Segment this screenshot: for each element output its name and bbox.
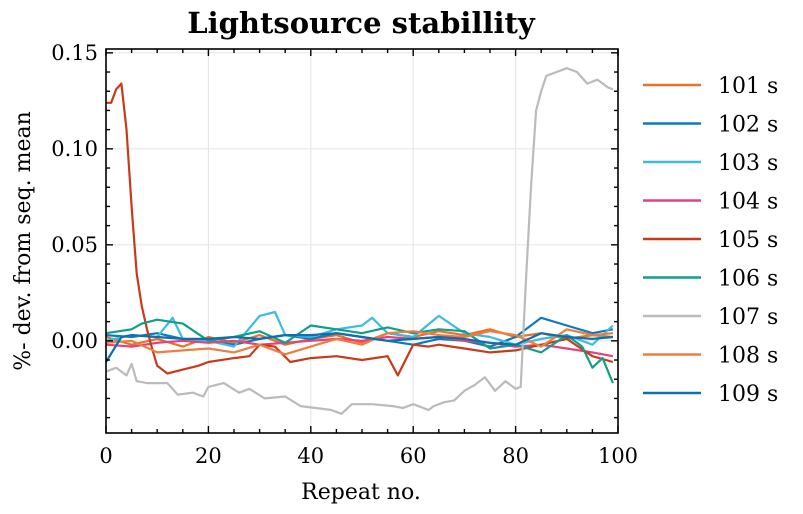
legend-label: 109 s [718, 382, 778, 407]
y-tick-label: 0.15 [51, 41, 98, 65]
legend-label: 108 s [718, 344, 778, 369]
x-tick-label: 0 [99, 444, 112, 468]
y-tick-label: 0.10 [51, 137, 98, 161]
x-axis-label: Repeat no. [301, 480, 421, 505]
legend-label: 104 s [718, 190, 778, 215]
grid [105, 49, 619, 433]
ticks: 0 20 40 60 80 100 0.00 0.05 0.10 0.15 [51, 41, 638, 468]
chart-title: Lightsource stabillity [187, 6, 536, 40]
series-line-109-s [105, 332, 614, 363]
plot-frame [105, 48, 619, 434]
x-tick-label: 100 [598, 444, 638, 468]
legend-label: 105 s [718, 228, 778, 253]
x-tick-label: 20 [195, 444, 222, 468]
legend-label: 106 s [718, 267, 778, 292]
x-tick-label: 60 [400, 444, 427, 468]
series-layer [105, 67, 614, 415]
legend: 101 s 102 s 103 s 104 s 105 s 106 s 107 s 108 s… [643, 74, 778, 407]
legend-label: 101 s [718, 74, 778, 99]
y-axis-label: %- dev. from seq. mean [11, 111, 36, 371]
legend-label: 103 s [718, 151, 778, 176]
y-tick-label: 0.00 [51, 329, 98, 353]
series-line-105-s [106, 82, 614, 377]
series-line-107-s [105, 67, 614, 415]
y-tick-label: 0.05 [51, 233, 98, 257]
legend-label: 107 s [718, 305, 778, 330]
x-tick-label: 80 [502, 444, 529, 468]
legend-label: 102 s [718, 113, 778, 138]
series-line-101-s [105, 328, 614, 348]
series-line-104-s [105, 335, 614, 358]
x-tick-label: 40 [297, 444, 324, 468]
series-line-108-s [105, 328, 614, 356]
